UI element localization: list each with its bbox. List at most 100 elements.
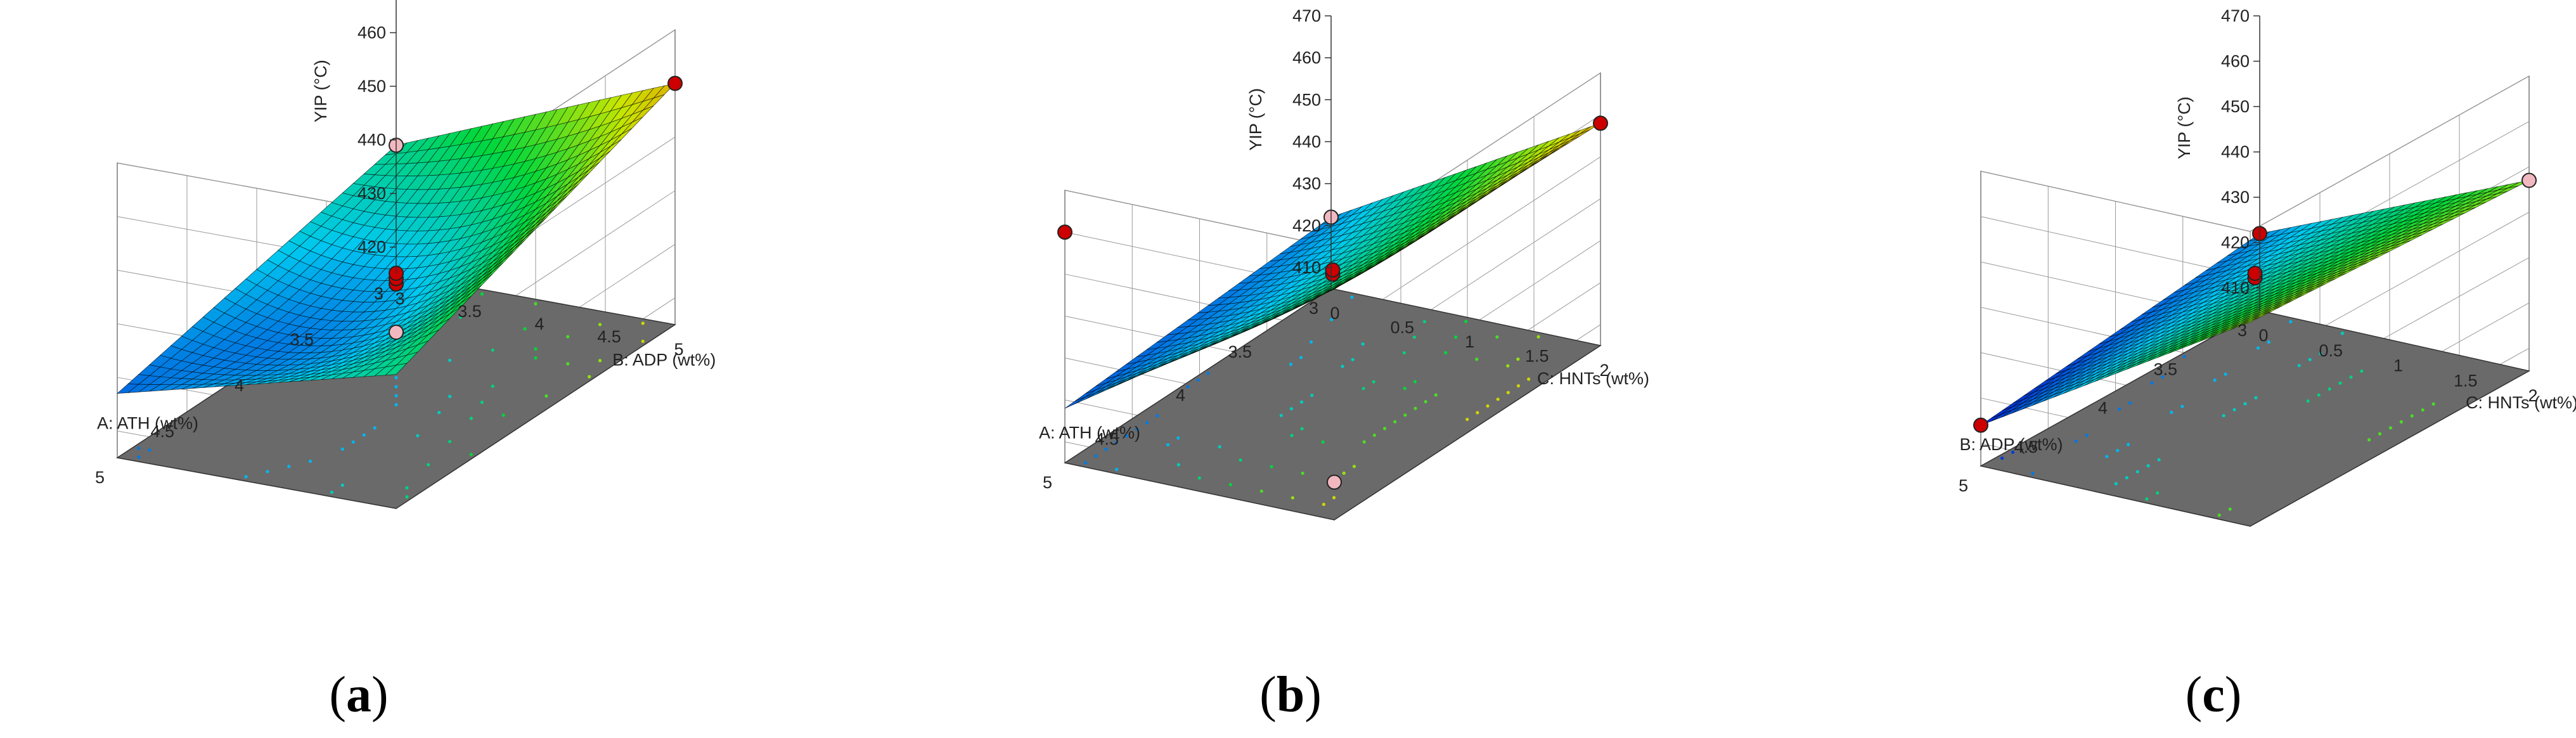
z-tick-label: 450 xyxy=(1292,90,1321,109)
floor-contour-dot xyxy=(1124,434,1128,438)
floor-contour-dot xyxy=(148,448,151,452)
z-tick-label: 450 xyxy=(2221,97,2250,116)
floor-contour-dot xyxy=(1114,441,1118,444)
floor-contour-dot xyxy=(1444,351,1448,354)
floor-contour-dot xyxy=(1270,465,1273,469)
floor-contour-dot xyxy=(1186,385,1190,389)
floor-contour-dot xyxy=(2328,387,2331,391)
floor-contour-dot xyxy=(2156,491,2160,495)
floor-contour-dot xyxy=(2317,393,2321,397)
z-tick-label: 420 xyxy=(357,238,386,257)
floor-contour-dot xyxy=(1350,295,1354,299)
floor-contour-dot xyxy=(1239,458,1242,462)
floor-contour-dot xyxy=(1414,406,1417,410)
floor-contour-dot xyxy=(448,358,452,362)
floor-contour-dot xyxy=(2000,456,2004,460)
floor-contour-dot xyxy=(2256,346,2260,350)
floor-contour-dot xyxy=(394,385,398,389)
floor-contour-dot xyxy=(2367,438,2371,442)
floor-contour-dot xyxy=(2431,402,2435,406)
x-axis-label: B: ADP (wt%) xyxy=(1959,435,2063,454)
floor-contour-dot xyxy=(137,446,141,450)
floor-contour-dot xyxy=(1321,440,1325,444)
z-tick-label: 470 xyxy=(1292,6,1321,25)
z-tick-label: 440 xyxy=(1292,132,1321,151)
z-tick-label: 460 xyxy=(1292,48,1321,67)
z-tick-label: 420 xyxy=(1292,216,1321,235)
floor-contour-dot xyxy=(448,439,452,444)
floor-contour-dot xyxy=(480,292,484,296)
floor-contour-dot xyxy=(2243,402,2247,406)
z-tick-label: 460 xyxy=(357,23,386,42)
floor-contour-dot xyxy=(2126,443,2130,446)
floor-contour-dot xyxy=(1135,427,1138,431)
floor-contour-dot xyxy=(1393,420,1397,424)
floor-contour-dot xyxy=(427,463,430,467)
y-tick-label: 1 xyxy=(2393,356,2403,375)
z-tick-label: 410 xyxy=(2221,278,2250,297)
floor-contour-dot xyxy=(491,384,494,388)
floor-contour-dot xyxy=(1206,372,1210,375)
floor-contour-dot xyxy=(351,440,355,444)
floor-contour-dot xyxy=(1309,340,1313,344)
floor-contour-dot xyxy=(1196,378,1200,382)
design-point xyxy=(667,75,683,91)
surface-chart-c: 410 420 430 440 450 460 470 YIP (°C) 3 3.5 4 4.5 5 B:… xyxy=(1959,6,2576,528)
floor-contour-dot xyxy=(1156,414,1159,418)
y-tick-label: 1 xyxy=(1465,332,1474,351)
floor-contour-dot xyxy=(405,495,409,499)
floor-contour-dot xyxy=(2135,470,2139,474)
x-tick-label: 4.5 xyxy=(1095,429,1119,448)
floor-contour-dot xyxy=(448,394,452,398)
floor-contour-dot xyxy=(2224,372,2227,376)
floor-contour-dot xyxy=(2319,352,2322,356)
floor-contour-dot xyxy=(309,459,312,463)
z-axis-label: YIP (°C) xyxy=(1246,88,1265,151)
design-point xyxy=(1973,417,1988,433)
z-tick-label: 430 xyxy=(2221,188,2250,207)
x-tick-label: 4 xyxy=(2098,399,2108,418)
floor-contour-dot xyxy=(588,375,591,379)
floor-contour-dot xyxy=(1536,335,1540,339)
y-tick-label: 3.5 xyxy=(458,302,482,321)
floor-contour-dot xyxy=(340,447,344,451)
z-tick-label: 440 xyxy=(2221,143,2250,162)
floor-contour-dot xyxy=(1362,440,1366,444)
floor-contour-dot xyxy=(266,470,269,474)
floor-contour-dot xyxy=(1115,467,1119,471)
floor-contour-dot xyxy=(362,433,366,437)
floor-contour-dot xyxy=(1495,335,1499,339)
floor-contour-dot xyxy=(566,362,570,366)
floor-contour-dot xyxy=(1299,356,1303,359)
floor-contour-dot xyxy=(1176,436,1180,440)
floor-contour-dot xyxy=(1454,335,1458,339)
x-tick-label: 5 xyxy=(1959,476,1968,495)
floor-contour-dot xyxy=(405,486,409,490)
floor-contour-dot xyxy=(287,465,291,469)
floor-contour-dot xyxy=(373,426,377,430)
floor-contour-dot xyxy=(2011,450,2015,454)
floor-contour-dot xyxy=(469,417,473,420)
floor-contour-dot xyxy=(2180,405,2184,408)
floor-contour-dot xyxy=(244,475,248,479)
floor-contour-dot xyxy=(458,315,463,319)
x-tick-label: 4.5 xyxy=(150,422,174,441)
design-point xyxy=(1057,224,1072,240)
floor-contour-dot xyxy=(2085,433,2089,437)
floor-contour-dot xyxy=(2360,369,2364,373)
y-tick-label: 0.5 xyxy=(2319,341,2343,360)
surface-chart-b: 410 420 430 440 450 460 470 YIP (°C) 3 3.5 4 4.5 5 A:… xyxy=(1039,6,1649,521)
floor-contour-dot xyxy=(416,434,420,437)
floor-contour-dot xyxy=(1145,420,1149,425)
design-point xyxy=(2247,266,2263,282)
floor-contour-dot xyxy=(2117,407,2122,411)
z-tick-label: 410 xyxy=(1292,258,1321,277)
floor-contour-dot xyxy=(2410,414,2414,418)
floor-contour-dot xyxy=(394,394,398,398)
floor-contour-dot xyxy=(1279,413,1283,417)
floor-contour-dot xyxy=(2388,426,2393,430)
x-axis-label: A: ATH (wt%) xyxy=(97,414,198,433)
caption-a: (a) xyxy=(329,667,388,723)
floor-contour-dot xyxy=(1166,443,1170,447)
